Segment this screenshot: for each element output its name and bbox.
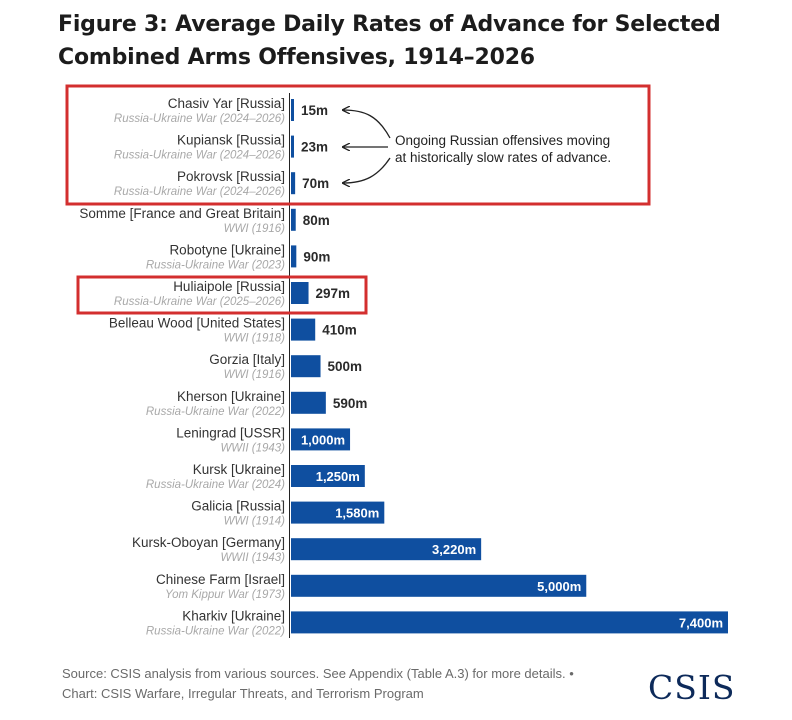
chart-credit: Chart: CSIS Warfare, Irregular Threats, … <box>62 686 424 701</box>
value-label-robotyne: 90m <box>303 249 330 264</box>
category-labels-layer: Chasiv Yar [Russia] Russia-Ukraine War (2… <box>79 96 285 637</box>
bar-kharkiv <box>291 611 728 634</box>
bar-robotyne <box>291 245 297 268</box>
value-label-chasiv-yar: 15m <box>301 103 328 118</box>
bar-kherson <box>291 391 326 414</box>
bar-gorzia <box>291 355 321 378</box>
value-label-pokrovsk: 70m <box>302 176 329 191</box>
category-label-belleau-wood: Belleau Wood [United States] <box>109 316 285 331</box>
bar-kursk-oboyan <box>291 538 482 561</box>
category-label-kharkiv: Kharkiv [Ukraine] <box>182 608 285 623</box>
value-label-leningrad: 1,000m <box>301 432 345 447</box>
value-label-galicia: 1,580m <box>335 506 379 521</box>
category-label-kursk: Kursk [Ukraine] <box>193 462 285 477</box>
category-label-pokrovsk: Pokrovsk [Russia] <box>177 169 285 184</box>
bar-somme <box>291 208 296 231</box>
value-label-kharkiv: 7,400m <box>679 615 723 630</box>
category-sublabel-kherson: Russia-Ukraine War (2022) <box>146 406 285 418</box>
bar-chasiv-yar <box>291 99 294 121</box>
category-sublabel-kursk: Russia-Ukraine War (2024) <box>146 479 285 491</box>
category-label-chinese-farm: Chinese Farm [Israel] <box>156 572 285 587</box>
bar-kursk <box>291 465 365 487</box>
category-label-galicia: Galicia [Russia] <box>191 499 285 514</box>
annotation-arrow-pokrovsk <box>343 157 391 183</box>
category-sublabel-huliaipole: Russia-Ukraine War (2025–2026) <box>114 296 285 308</box>
source-note: Source: CSIS analysis from various sourc… <box>62 666 574 681</box>
category-label-kherson: Kherson [Ukraine] <box>177 389 285 404</box>
category-sublabel-galicia: WWI (1914) <box>224 516 286 528</box>
bar-belleau-wood <box>291 318 316 341</box>
value-label-chinese-farm: 5,000m <box>537 579 581 594</box>
value-label-kursk-oboyan: 3,220m <box>432 542 476 557</box>
category-sublabel-chasiv-yar: Russia-Ukraine War (2024–2026) <box>114 113 285 125</box>
category-label-kupiansk: Kupiansk [Russia] <box>177 133 285 148</box>
bars-layer <box>291 99 728 634</box>
category-label-gorzia: Gorzia [Italy] <box>209 352 285 367</box>
value-label-somme: 80m <box>303 213 330 228</box>
category-label-kursk-oboyan: Kursk-Oboyan [Germany] <box>132 535 285 550</box>
category-label-chasiv-yar: Chasiv Yar [Russia] <box>168 96 285 111</box>
category-sublabel-belleau-wood: WWI (1918) <box>224 333 286 345</box>
category-label-leningrad: Leningrad [USSR] <box>176 425 285 440</box>
annotation-text-line-1: Ongoing Russian offensives moving <box>395 133 610 148</box>
bar-galicia <box>291 501 385 524</box>
category-sublabel-leningrad: WWII (1943) <box>220 442 285 454</box>
category-sublabel-chinese-farm: Yom Kippur War (1973) <box>165 589 285 601</box>
category-label-somme: Somme [France and Great Britain] <box>79 206 285 221</box>
bar-leningrad <box>291 428 351 451</box>
value-labels-layer: 15m 23m 70m 80m 90m 297m 410m 500m 590m 1,000m 1,2… <box>301 103 723 630</box>
annotation-text-line-2: at historically slow rates of advance. <box>395 150 611 165</box>
category-sublabel-pokrovsk: Russia-Ukraine War (2024–2026) <box>114 186 285 198</box>
value-label-kherson: 590m <box>333 396 368 411</box>
highlight-box-huliaipole <box>76 275 368 315</box>
bar-pokrovsk <box>291 172 296 195</box>
chart-title: Figure 3: Average Daily Rates of Advance… <box>58 12 721 70</box>
category-sublabel-robotyne: Russia-Ukraine War (2023) <box>146 259 285 271</box>
value-label-gorzia: 500m <box>328 359 363 374</box>
csis-logo: CSIS <box>648 668 736 707</box>
bar-kupiansk <box>291 135 294 158</box>
bar-chart: Chasiv Yar [Russia] Russia-Ukraine War (2… <box>65 84 728 638</box>
bar-huliaipole <box>291 282 309 304</box>
annotation-arrow-chasiv-yar <box>343 110 391 139</box>
category-sublabel-somme: WWI (1916) <box>224 223 286 235</box>
bar-chinese-farm <box>291 574 587 597</box>
category-sublabel-gorzia: WWI (1916) <box>224 369 286 381</box>
category-sublabel-kursk-oboyan: WWII (1943) <box>220 552 285 564</box>
footer: Source: CSIS analysis from various sourc… <box>62 664 574 704</box>
value-label-kursk: 1,250m <box>316 469 360 484</box>
category-sublabel-kharkiv: Russia-Ukraine War (2022) <box>146 625 285 637</box>
category-label-huliaipole: Huliaipole [Russia] <box>173 279 285 294</box>
category-label-robotyne: Robotyne [Ukraine] <box>169 242 285 257</box>
category-sublabel-kupiansk: Russia-Ukraine War (2024–2026) <box>114 150 285 162</box>
value-label-kupiansk: 23m <box>301 140 328 155</box>
value-label-huliaipole: 297m <box>316 286 351 301</box>
value-label-belleau-wood: 410m <box>322 323 357 338</box>
highlight-box-ongoing-offensives <box>65 84 651 206</box>
